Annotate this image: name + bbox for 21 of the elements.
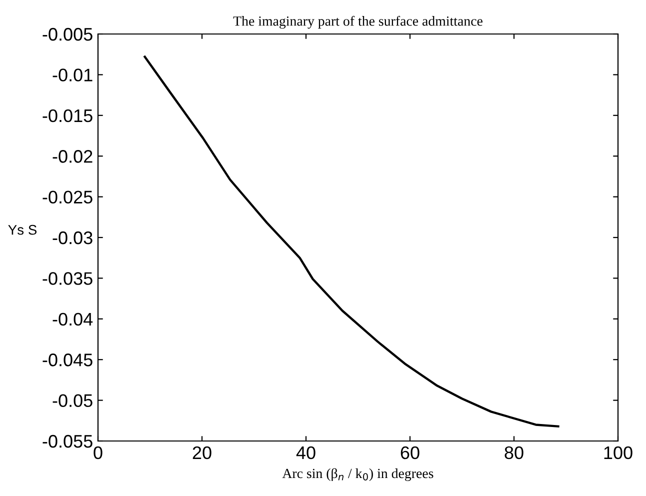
y-tick-label: -0.035 xyxy=(42,272,92,285)
y-tick-label: -0.025 xyxy=(42,190,92,204)
y-tick-label: -0.02 xyxy=(52,150,92,163)
x-axis-title: Arc sin (β$_{n}$ / k$_{0}$) in degrees xyxy=(282,468,434,482)
x-tick-label: 80 xyxy=(504,446,524,460)
line-series xyxy=(144,56,560,428)
y-tick-label: -0.055 xyxy=(42,434,92,448)
x-tick-label: 20 xyxy=(192,446,212,460)
y-tick-label: -0.05 xyxy=(52,394,92,408)
x-tick-label: 100 xyxy=(604,446,632,460)
chart-title: The imaginary part of the surface admittance xyxy=(233,16,482,29)
y-axis-title: Ys S xyxy=(8,224,37,235)
y-tick-label: -0.03 xyxy=(52,231,92,244)
x-tick-label: 60 xyxy=(400,446,420,460)
y-tick-label: -0.005 xyxy=(42,28,92,41)
y-tick-label: -0.04 xyxy=(52,312,93,326)
x-tick-label: 40 xyxy=(296,446,316,460)
y-tick-label: -0.045 xyxy=(42,354,92,366)
x-tick-label: 0 xyxy=(94,446,102,460)
y-tick-label: -0.015 xyxy=(42,109,92,122)
y-tick-label: -0.01 xyxy=(52,68,92,82)
